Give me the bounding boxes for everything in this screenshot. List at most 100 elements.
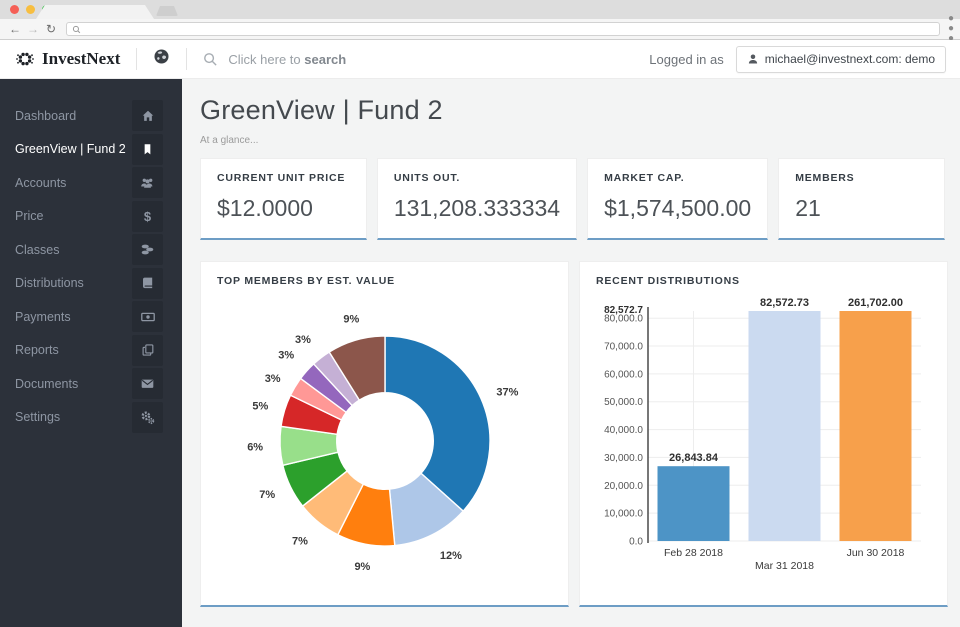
sidebar-item-reports[interactable]: Reports [0,334,182,368]
sidebar-item-label: Distributions [15,276,84,291]
user-email: michael@investnext.com: demo [764,52,935,66]
svg-text:30,000.0: 30,000.0 [604,453,643,464]
coins-icon[interactable] [132,234,163,266]
main-content: GreenView | Fund 2 At a glance... CURREN… [182,79,960,627]
svg-text:3%: 3% [278,350,294,362]
sidebar-item-label: Settings [15,410,61,425]
charts-row: TOP MEMBERS BY EST. VALUE 37% 12% 9% 7% 7% 6%… [200,261,948,607]
stat-label: CURRENT UNIT PRICE [217,172,346,184]
sidebar-item-classes[interactable]: Classes [0,233,182,267]
sidebar-item-accounts[interactable]: Accounts [0,166,182,200]
sidebar-item-payments[interactable]: Payments [0,300,182,334]
url-search-icon [72,25,81,33]
refresh-button[interactable]: ↻ [45,22,57,36]
sidebar-item-distributions[interactable]: Distributions [0,267,182,301]
stat-card-members: MEMBERS 21 [778,158,945,240]
url-bar[interactable] [66,22,940,36]
users-icon[interactable] [132,167,163,199]
donut-chart[interactable]: 37% 12% 9% 7% 7% 6% 5% 3% 3% 3% 9% [217,291,552,594]
forward-button[interactable]: → [27,22,39,36]
stat-label: MEMBERS [795,172,855,184]
brand-logo[interactable]: InvestNext [0,48,120,70]
stat-value: $12.0000 [217,195,313,221]
user-icon [748,54,757,64]
svg-text:70,000.0: 70,000.0 [604,342,643,353]
sidebar-nav: Dashboard GreenView | Fund 2 Accounts Price… [0,79,182,434]
bookmark-icon[interactable] [132,133,163,165]
sidebar-item-greenview-fund-2[interactable]: GreenView | Fund 2 [0,133,182,167]
stat-label: MARKET CAP. [604,172,685,184]
page-subtitle: At a glance... [200,135,259,146]
sidebar-item-label: Classes [15,242,60,257]
stat-value: $1,574,500.00 [604,195,752,221]
globe-icon[interactable] [153,48,170,70]
stat-value: 131,208.333334 [393,195,561,221]
sidebar-item-label: GreenView | Fund 2 [15,142,126,157]
gears-icon[interactable] [132,401,163,433]
svg-text:37%: 37% [496,386,518,398]
svg-text:0.0: 0.0 [629,537,643,548]
sidebar-item-label: Dashboard [15,108,77,123]
sidebar-item-price[interactable]: Price $ [0,200,182,234]
sidebar-item-label: Reports [15,343,59,358]
browser-tab-strip [0,0,960,19]
sidebar: Dashboard GreenView | Fund 2 Accounts Price… [0,79,182,627]
browser-toolbar: ← → ↻ ● ● ● [0,14,960,44]
svg-text:20,000.0: 20,000.0 [604,481,643,492]
stat-value: 21 [795,195,821,221]
sidebar-item-label: Documents [15,376,79,391]
app-header: InvestNext Click here to search Logged i… [0,40,960,79]
header-divider [186,48,188,70]
brand-name: InvestNext [42,49,121,68]
svg-text:12%: 12% [440,550,462,562]
svg-text:Feb 28 2018: Feb 28 2018 [664,547,723,559]
svg-text:60,000.0: 60,000.0 [604,369,643,380]
sidebar-item-settings[interactable]: Settings [0,401,182,435]
sidebar-item-label: Price [15,209,44,224]
minimize-window-button[interactable] [26,5,35,14]
search-icon [204,52,218,66]
home-icon[interactable] [132,100,163,132]
svg-text:10,000.0: 10,000.0 [604,509,643,520]
copy-icon[interactable] [132,334,163,366]
svg-text:9%: 9% [354,561,370,573]
stat-card-units-out: UNITS OUT. 131,208.333334 [376,158,578,240]
svg-text:9%: 9% [343,314,359,326]
close-window-button[interactable] [10,5,19,14]
stat-label: UNITS OUT. [393,172,461,184]
user-menu-button[interactable]: michael@investnext.com: demo [735,45,946,73]
svg-text:26,843.84: 26,843.84 [669,452,719,464]
sidebar-item-documents[interactable]: Documents [0,367,182,401]
svg-text:5%: 5% [252,401,268,413]
banknote-icon[interactable] [132,301,163,333]
sidebar-item-dashboard[interactable]: Dashboard [0,99,182,133]
stat-card-current-unit-price: CURRENT UNIT PRICE $12.0000 [200,158,367,240]
back-button[interactable]: ← [9,22,21,36]
browser-menu-icon[interactable]: ● ● ● [947,13,954,44]
svg-text:82,572.7: 82,572.7 [604,305,643,316]
stat-cards-row: CURRENT UNIT PRICE $12.0000 UNITS OUT. 1… [200,158,945,240]
svg-text:7%: 7% [292,536,308,548]
sidebar-item-label: Payments [15,309,71,324]
search-placeholder: Click here to search [228,51,347,67]
bar-chart[interactable]: 0.0 10,000.0 20,000.0 30,000.0 40,000.0 50,00… [596,291,931,596]
page-title: GreenView | Fund 2 [200,95,443,125]
svg-text:3%: 3% [265,373,281,385]
svg-text:261,702.00: 261,702.00 [848,297,903,309]
investnext-logo-icon [16,52,34,66]
stat-card-market-cap: MARKET CAP. $1,574,500.00 [587,158,769,240]
header-divider [136,48,138,70]
dollar-icon[interactable]: $ [132,200,163,232]
global-search[interactable]: Click here to search [203,52,346,67]
envelope-icon[interactable] [132,368,163,400]
book-icon[interactable] [132,267,163,299]
top-members-panel: TOP MEMBERS BY EST. VALUE 37% 12% 9% 7% 7% 6%… [200,261,569,607]
sidebar-item-label: Accounts [15,175,67,190]
browser-tab[interactable] [36,5,154,19]
svg-text:Mar 31 2018: Mar 31 2018 [755,560,814,572]
new-tab-button[interactable] [156,6,178,16]
svg-text:40,000.0: 40,000.0 [604,425,643,436]
svg-text:80,000.0: 80,000.0 [604,314,643,325]
svg-text:7%: 7% [259,489,275,501]
